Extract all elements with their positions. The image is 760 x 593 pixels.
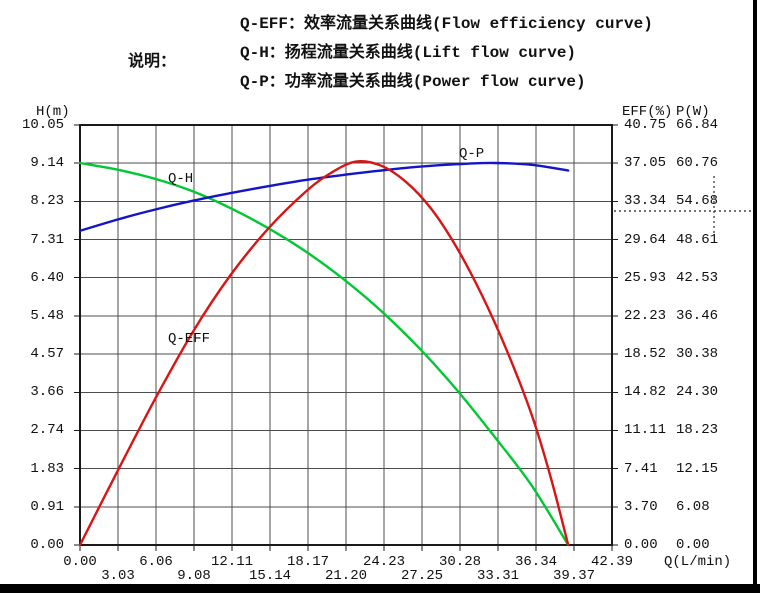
eff-axis-tick: 11.11 — [624, 422, 667, 439]
x-axis-tick: 21.20 — [324, 568, 367, 584]
x-axis-tick: 0.00 — [63, 554, 97, 570]
x-axis-tick: 3.03 — [101, 568, 135, 584]
h-axis-tick: 6.40 — [30, 269, 64, 286]
eff-axis-tick: 22.23 — [624, 307, 667, 324]
legend-line-q-eff: Q-EFF：效率流量关系曲线(Flow efficiency curve) — [240, 15, 653, 33]
eff-axis-tick: 18.52 — [624, 346, 667, 363]
x-axis-tick: 27.25 — [400, 568, 443, 584]
eff-axis-tick: 33.34 — [624, 193, 667, 210]
p-axis-tick: 0.00 — [676, 537, 710, 553]
curve-label-q-p: Q-P — [459, 146, 485, 162]
curves — [78, 160, 570, 547]
x-axis-tick: 30.28 — [438, 554, 481, 570]
h-axis-title: H(m) — [36, 104, 70, 120]
p-axis-tick: 30.38 — [676, 346, 719, 363]
curve-q-h — [78, 161, 570, 547]
h-axis-tick: 0.91 — [30, 498, 64, 515]
p-axis-tick: 36.46 — [676, 307, 719, 324]
eff-axis-tick: 0.00 — [624, 537, 658, 553]
h-axis-tick: 1.83 — [30, 460, 64, 477]
h-axis-tick: 0.00 — [30, 537, 64, 553]
p-axis-tick: 60.76 — [676, 155, 719, 172]
eff-axis-tick: 7.41 — [624, 460, 658, 477]
window-right-edge — [753, 0, 757, 593]
eff-axis-tick: 40.75 — [624, 117, 667, 133]
crosshair-marker — [614, 176, 753, 234]
x-axis-tick: 39.37 — [552, 568, 595, 584]
eff-axis-tick: 3.70 — [624, 498, 658, 515]
p-axis-tick: 66.84 — [676, 117, 719, 133]
h-axis-tick: 7.31 — [30, 231, 64, 248]
h-axis-tick: 2.74 — [30, 422, 64, 439]
h-axis-tick: 8.23 — [30, 193, 64, 210]
x-axis-tick: 42.39 — [590, 554, 633, 570]
h-axis-tick: 10.05 — [21, 117, 64, 133]
x-axis-tick: 36.34 — [514, 554, 557, 570]
p-axis-tick: 42.53 — [676, 269, 719, 286]
h-axis-tick: 3.66 — [30, 384, 64, 401]
grid-lines — [79, 124, 613, 546]
p-axis-title: P(W) — [676, 104, 710, 120]
x-axis-tick: 15.14 — [248, 568, 291, 584]
eff-axis-tick: 29.64 — [624, 231, 667, 248]
p-axis-tick: 54.68 — [676, 193, 719, 210]
curve-label-q-h: Q-H — [168, 171, 194, 187]
h-axis-tick: 9.14 — [30, 155, 64, 172]
x-axis-tick: 18.17 — [286, 554, 329, 570]
window-bottom-edge — [0, 584, 760, 593]
x-axis-tick: 24.23 — [362, 554, 405, 570]
x-axis-tick: 12.11 — [210, 554, 253, 570]
p-axis-tick: 18.23 — [676, 422, 719, 439]
legend-line-q-p: Q-P：功率流量关系曲线(Power flow curve) — [240, 73, 586, 91]
q-axis-title: Q(L/min) — [664, 554, 732, 570]
curve-q-p — [78, 161, 570, 232]
p-axis-tick: 12.15 — [676, 460, 719, 477]
legend-caption: 说明： — [128, 53, 177, 71]
eff-axis-tick: 25.93 — [624, 269, 667, 286]
eff-axis-tick: 14.82 — [624, 384, 667, 401]
plot-border — [79, 124, 613, 546]
h-axis-tick: 5.48 — [30, 307, 64, 324]
p-axis-tick: 24.30 — [676, 384, 719, 401]
p-axis-tick: 6.08 — [676, 498, 710, 515]
h-axis-tick: 4.57 — [30, 346, 64, 363]
curve-q-eff — [78, 160, 570, 547]
x-axis-tick: 6.06 — [139, 554, 173, 570]
p-axis-tick: 48.61 — [676, 231, 719, 248]
x-axis-tick: 33.31 — [476, 568, 519, 584]
eff-axis-tick: 37.05 — [624, 155, 667, 172]
curve-label-q-eff: Q-EFF — [168, 331, 211, 347]
x-axis-tick: 9.08 — [177, 568, 211, 584]
eff-axis-title: EFF(%) — [622, 104, 673, 120]
legend-line-q-h: Q-H：扬程流量关系曲线(Lift flow curve) — [240, 44, 577, 62]
